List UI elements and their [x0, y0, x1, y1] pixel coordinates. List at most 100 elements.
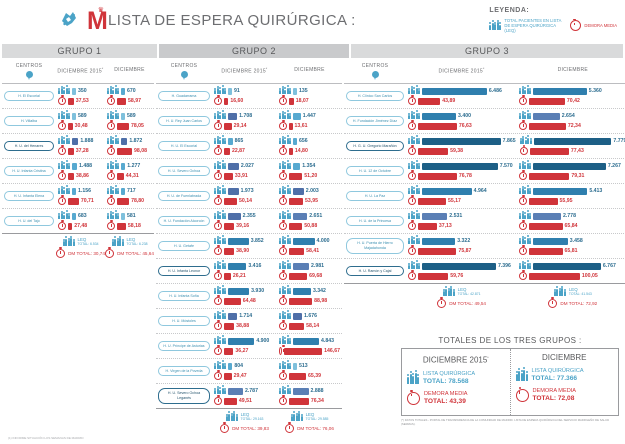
table-row[interactable]: H. U. Infanta Elena 1.156 70,71 717 78,80 — [2, 184, 154, 209]
center-name-cell: H. G. U. Gregorio Marañón — [344, 140, 406, 152]
stopwatch-icon — [570, 18, 582, 32]
stopwatch-icon — [279, 120, 287, 130]
group-total-dic: LEQ TOTAL: 41.543 DM TOTAL: 72,92 — [517, 285, 625, 308]
leq-metric: 683 — [58, 210, 103, 221]
dm-metric: 30,48 — [58, 120, 103, 131]
table-row[interactable]: H. Fundación Jiménez Díaz 3.400 76,63 2.654… — [344, 109, 625, 134]
group-total-dic: LEQ TOTAL: 6.238 DM TOTAL: 45,64 — [105, 235, 154, 258]
leq-value: 6.767 — [602, 262, 616, 269]
stopwatch-icon — [214, 320, 222, 330]
table-row[interactable]: H. U. El Escorial 865 22,87 656 14,80 — [156, 134, 342, 159]
people-icon — [58, 185, 70, 195]
rows: H. Clínico San Carlos 6.486 43,89 5.360 70,4… — [344, 84, 625, 283]
leq-value: 4.843 — [321, 337, 334, 344]
table-row[interactable]: H. U. de la Princesa 2.531 37,13 2.778 65,84 — [344, 209, 625, 234]
data-cell-dic2015: 1.973 50,14 — [212, 184, 277, 208]
dm-value: 43,89 — [442, 97, 456, 104]
final-leq-2-label: LISTA QUIRÚRGICA TOTAL: 77.366 — [532, 367, 584, 383]
leq-metric: 513 — [279, 360, 340, 371]
group-total-leq-text: LEQ TOTAL: 6.534 — [77, 237, 99, 246]
leq-bar — [293, 362, 297, 370]
leq-metric: 2.778 — [519, 210, 625, 221]
table-row[interactable]: H. U. Infanta Sofía 3.930 64,48 3.342 88,98 — [156, 284, 342, 309]
leq-value: 1.277 — [127, 162, 141, 169]
group-totals-row: LEQ TOTAL: 42.871 DM TOTAL: 49,54 LEQ TOTAL:… — [344, 283, 625, 308]
leq-metric: 2.787 — [214, 385, 275, 396]
leq-metric: 804 — [214, 360, 275, 371]
leq-bar — [293, 137, 297, 145]
group-3: CENTROS DICIEMBRE 2015* DICIEMBRE H. Clínic… — [344, 58, 625, 308]
people-icon — [279, 160, 291, 170]
leq-metric: 1.447 — [279, 110, 340, 121]
dm-metric: 26,21 — [214, 270, 275, 281]
center-name-cell: H. U. Getafe — [156, 240, 212, 252]
leq-value: 3.852 — [250, 237, 264, 244]
table-row[interactable]: H. U. Severo Ochoa 2.027 33,91 1.354 51,20 — [156, 159, 342, 184]
dm-metric: 58,97 — [107, 95, 152, 106]
dm-value: 69,68 — [309, 272, 323, 279]
dm-metric: 29,47 — [214, 370, 275, 381]
stopwatch-icon — [519, 245, 528, 255]
people-icon — [408, 185, 420, 195]
people-icon — [107, 85, 119, 95]
data-cell-dic: 4.843 146,67 — [277, 334, 342, 358]
table-row[interactable]: H. U. Severo Ochoa Leganés 2.787 49,51 2.88… — [156, 384, 342, 408]
table-row[interactable]: H. U. Fundación Alcorcón 2.355 39,16 2.651 5… — [156, 209, 342, 234]
dm-value: 65,81 — [564, 247, 578, 254]
table-row[interactable]: H. U. de Fuenlabrada 1.973 50,14 2.003 53,95 — [156, 184, 342, 209]
leq-value: 2.778 — [562, 212, 576, 219]
group-total-dm-text: DM TOTAL: 39,83 — [232, 425, 269, 431]
stopwatch-icon — [107, 120, 115, 130]
leq-metric: 1.488 — [58, 160, 103, 171]
dm-value: 58,41 — [306, 247, 320, 254]
dm-value: 22,87 — [231, 147, 245, 154]
table-row[interactable]: H. U. Getafe 3.852 38,90 4.000 58,41 — [156, 234, 342, 259]
group-total-dm: DM TOTAL: 39,83 — [220, 422, 269, 433]
leq-metric: 2.003 — [279, 185, 340, 196]
table-row[interactable]: H. U. Infanta Cristina 1.488 38,86 1.277 44,… — [2, 159, 154, 184]
dm-metric: 50,88 — [279, 220, 340, 231]
dm-value: 79,31 — [571, 172, 585, 179]
data-cell-dic: 2.003 53,95 — [277, 184, 342, 208]
dm-metric: 37,13 — [408, 220, 515, 231]
table-row[interactable]: H. Villalba 589 30,48 589 78,05 — [2, 109, 154, 134]
table-row[interactable]: H. El Escorial 350 37,53 670 58,97 — [2, 84, 154, 109]
final-totals-title: TOTALES DE LOS TRES GRUPOS : — [438, 336, 582, 346]
leq-bar — [293, 387, 309, 395]
table-row[interactable]: H. U. Príncipe de Asturias 4.900 36,27 4.84… — [156, 334, 342, 359]
table-row[interactable]: H. U. del Tajo 683 27,48 581 58,18 — [2, 209, 154, 233]
leq-value: 7.865 — [502, 137, 516, 144]
table-row[interactable]: H. Virgen de la Poveda 804 29,47 513 65,39 — [156, 359, 342, 384]
table-row[interactable]: H. U. Infanta Leonor 3.416 26,21 2.981 69,68 — [156, 259, 342, 284]
table-row[interactable]: H. U. La Paz 4.964 55,17 5.413 55,95 — [344, 184, 625, 209]
dm-value: 18,07 — [295, 97, 309, 104]
table-row[interactable]: H. Guadarrama 91 16,60 135 18,07 — [156, 84, 342, 109]
table-row[interactable]: H. U. Puerta de Hierro Majadahonda 3.322 7… — [344, 234, 625, 259]
center-name-pill: H. Clínico San Carlos — [346, 90, 404, 102]
dm-bar — [289, 272, 308, 280]
dm-bar — [289, 247, 305, 255]
dm-metric: 18,07 — [279, 95, 340, 106]
table-row[interactable]: H. G. U. Gregorio Marañón 7.865 59,38 7.779… — [344, 134, 625, 159]
leq-bar — [422, 137, 501, 145]
leq-metric: 135 — [279, 85, 340, 96]
final-leq-1-value: TOTAL: 78.568 — [423, 378, 469, 385]
table-row[interactable]: H. U. del Henares 1.888 37,28 1.872 98,08 — [2, 134, 154, 159]
dm-bar — [68, 122, 73, 130]
table-row[interactable]: H. U. Rey Juan Carlos 1.708 29,14 1.447 13,6… — [156, 109, 342, 134]
stopwatch-icon — [214, 170, 222, 180]
center-name-cell: H. El Escorial — [2, 90, 56, 102]
table-row[interactable]: H. U. Ramón y Cajal 7.396 59,76 6.767 100,05 — [344, 259, 625, 283]
table-row[interactable]: H. U. Móstoles 1.714 38,88 1.676 58,14 — [156, 309, 342, 334]
dm-metric: 27,48 — [58, 220, 103, 231]
location-pin-icon — [180, 71, 188, 80]
group-total-leq-value: TOTAL: 41.543 — [568, 292, 592, 296]
dm-bar — [224, 397, 237, 405]
leq-metric: 5.413 — [519, 185, 625, 196]
dm-bar — [418, 172, 457, 180]
table-row[interactable]: H. Clínico San Carlos 6.486 43,89 5.360 70,4… — [344, 84, 625, 109]
group-total-dm-text: DM TOTAL: 49,54 — [449, 300, 486, 306]
table-row[interactable]: H. U. 12 de Octubre 7.570 76,78 7.267 79,31 — [344, 159, 625, 184]
leq-value: 135 — [299, 87, 308, 94]
dm-metric: 51,20 — [279, 170, 340, 181]
